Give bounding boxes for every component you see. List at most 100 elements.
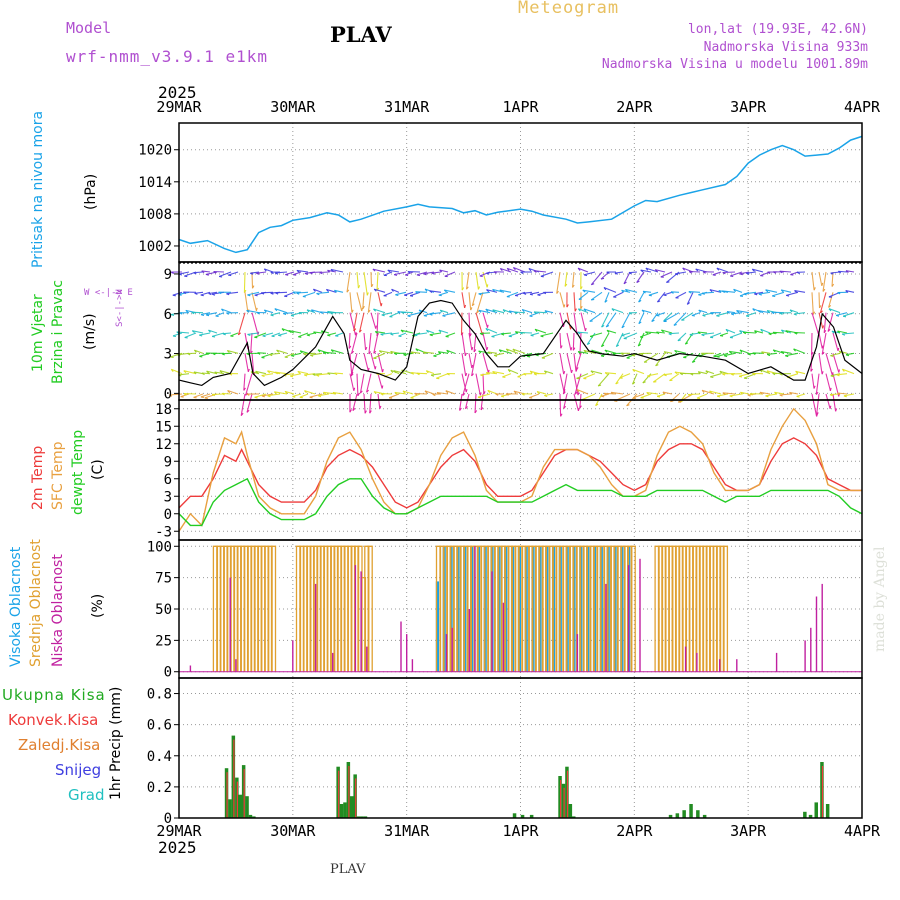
wind-arrow-head — [536, 391, 540, 394]
wind-arrow-head — [446, 349, 450, 353]
wind-arrow — [367, 292, 372, 313]
wind-arrow-head — [695, 268, 699, 272]
wind-arrow-head — [373, 391, 377, 394]
wind-arrow — [459, 393, 463, 411]
wind-arrow — [559, 292, 565, 308]
wind-arrow-head — [651, 319, 655, 322]
wind-arrow — [400, 329, 414, 334]
wind-arrow — [243, 373, 246, 391]
wind-arrow-head — [836, 374, 840, 377]
wind-arrow-head — [334, 289, 337, 293]
wind-arrow — [660, 271, 673, 278]
wind-arrow-head — [515, 294, 519, 297]
wind-arrow-head — [493, 271, 497, 274]
wind-arrow-head — [322, 351, 327, 355]
wind-arrow-head — [606, 271, 610, 274]
wind-arrow-head — [831, 372, 834, 376]
cloud-low-bar — [627, 565, 630, 672]
wind-arrow — [429, 312, 442, 315]
wind-arrow-head — [730, 275, 734, 278]
y-tick-label: 12 — [155, 437, 172, 453]
wind-arrow — [262, 332, 274, 337]
wind-arrow — [606, 329, 617, 334]
wind-arrow-head — [261, 395, 265, 398]
wind-arrow — [838, 270, 848, 273]
wind-arrow — [395, 291, 407, 296]
wind-arrow-head — [256, 312, 260, 315]
wind-arrow-head — [184, 275, 188, 278]
wind-arrow-head — [810, 368, 813, 372]
wind-arrow — [790, 271, 799, 276]
wind-arrow — [738, 373, 750, 377]
wind-arrow — [251, 353, 255, 375]
wind-arrow — [462, 373, 470, 396]
wind-arrow — [208, 329, 218, 334]
wind-compass-we: W <-|-> E — [84, 288, 133, 298]
wind-arrow-head — [281, 328, 285, 332]
wind-arrow-head — [746, 272, 750, 275]
wind-arrow — [414, 392, 428, 395]
cloud-low-bar — [639, 558, 641, 672]
y-tick-label: 0.4 — [147, 749, 172, 765]
y-tick-label: 9 — [164, 267, 172, 283]
wind-arrow — [507, 368, 519, 375]
wind-arrow — [381, 312, 393, 316]
wind-arrow — [474, 393, 477, 414]
wind-arrow — [625, 288, 638, 293]
wind-arrow-head — [710, 312, 714, 315]
wind-arrow-head — [838, 350, 842, 354]
wind-arrow-head — [529, 293, 533, 296]
wind-arrow-head — [379, 405, 382, 409]
wind-arrow — [577, 331, 589, 334]
wind-arrow — [478, 291, 491, 295]
wind-arrow-head — [505, 393, 509, 396]
wind-arrow-head — [837, 270, 842, 274]
wind-arrow-head — [742, 331, 747, 335]
wind-arrow — [640, 269, 652, 273]
wind-arrow-head — [540, 275, 544, 278]
wind-arrow-head — [487, 351, 491, 355]
wind-arrow-head — [410, 295, 414, 297]
wind-arrow — [370, 271, 373, 287]
wind-arrow-head — [260, 292, 265, 295]
wind-arrow — [772, 331, 785, 334]
wind-arrow — [250, 332, 253, 354]
wind-arrow — [628, 271, 638, 274]
wind-arrow — [675, 271, 687, 275]
wind-arrow-head — [306, 334, 310, 337]
wind-arrow-head — [512, 267, 516, 271]
wind-arrow-head — [407, 315, 411, 318]
wind-arrow — [825, 373, 831, 392]
panel-frame — [178, 677, 863, 819]
wind-arrow — [590, 291, 603, 301]
wind-arrow-head — [577, 308, 581, 312]
wind-arrow-head — [562, 323, 565, 328]
wind-arrow-head — [381, 314, 385, 317]
wind-arrow-head — [390, 350, 394, 354]
wind-arrow-head — [240, 412, 244, 416]
wind-arrow — [818, 332, 823, 349]
wind-arrow-head — [523, 373, 527, 376]
wind-arrow — [722, 290, 736, 293]
cloud-low-bar — [360, 571, 362, 672]
wind-arrow-head — [544, 394, 548, 398]
wind-arrow — [556, 271, 561, 294]
wind-arrow-head — [722, 392, 726, 395]
wind-arrow-head — [590, 370, 594, 374]
wind-arrow — [423, 312, 435, 317]
wind-arrow-head — [721, 290, 726, 294]
cloud-mid-bar — [630, 545, 636, 672]
x-tick-top: 2APR — [616, 98, 653, 116]
wind-arrow — [480, 393, 484, 410]
wind-arrow — [275, 271, 288, 274]
model-label: Model — [66, 19, 112, 37]
wind-arrow-head — [204, 397, 208, 400]
wind-arrow — [677, 332, 687, 342]
wind-arrow-head — [183, 291, 187, 294]
wind-arrow — [656, 393, 666, 397]
wind-arrow — [394, 391, 407, 395]
wind-arrow-head — [429, 334, 433, 337]
y-tick-label: 1002 — [138, 239, 172, 255]
precip-bar — [682, 810, 686, 818]
wind-arrow-head — [247, 368, 250, 372]
